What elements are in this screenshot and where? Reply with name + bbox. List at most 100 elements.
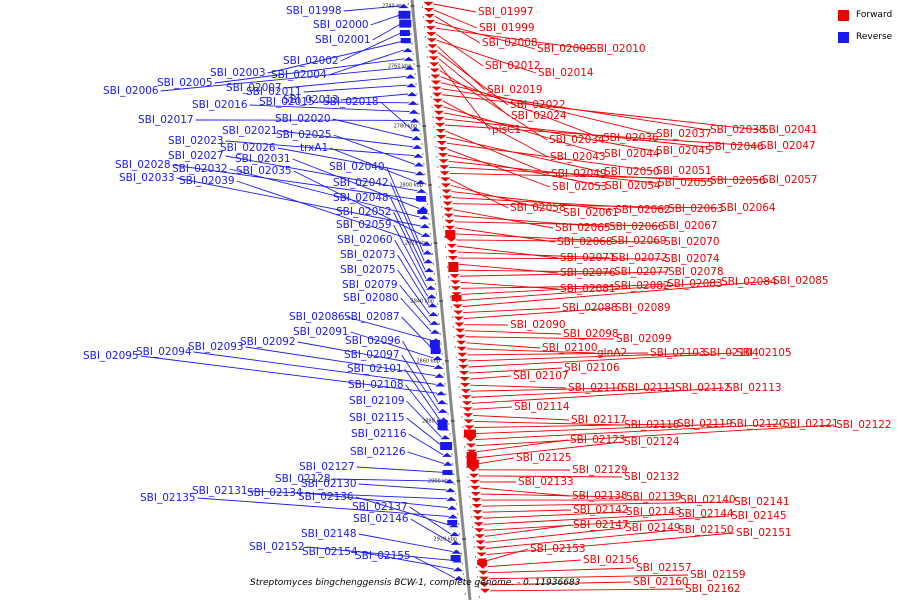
forward-gene-label[interactable]: SBI_02149	[625, 522, 681, 534]
forward-gene-label[interactable]: SBI_02063	[668, 203, 724, 215]
reverse-gene-label[interactable]: SBI_02032	[172, 163, 228, 175]
reverse-gene-block[interactable]	[417, 210, 428, 214]
reverse-gene-label[interactable]: SBI_02148	[301, 528, 357, 540]
forward-gene-label[interactable]: SBI_02106	[564, 362, 620, 374]
reverse-gene-label[interactable]: SBI_02095	[83, 350, 139, 362]
forward-gene-label[interactable]: SBI_02104	[703, 347, 759, 359]
forward-gene-label[interactable]: SBI_02151	[736, 527, 792, 539]
forward-gene-arrow[interactable]	[426, 32, 437, 37]
forward-gene-arrow[interactable]	[442, 195, 453, 200]
forward-gene-arrow[interactable]	[437, 147, 448, 152]
reverse-gene-arrow[interactable]	[441, 452, 452, 457]
reverse-gene-arrow[interactable]	[447, 505, 458, 510]
forward-gene-arrow[interactable]	[436, 141, 447, 146]
reverse-gene-arrow[interactable]	[444, 479, 455, 484]
reverse-gene-label[interactable]: SBI_02052	[336, 206, 392, 218]
forward-gene-arrow[interactable]	[440, 183, 451, 188]
reverse-gene-label[interactable]: SBI_02048	[333, 192, 389, 204]
reverse-gene-label[interactable]: SBI_02035	[236, 165, 292, 177]
forward-gene-label[interactable]: SBI_02112	[675, 382, 731, 394]
reverse-gene-label[interactable]: SBI_02128	[275, 473, 331, 485]
forward-gene-label[interactable]: SBI_02058	[510, 202, 566, 214]
forward-gene-label[interactable]: SBI_02077	[614, 266, 670, 278]
reverse-gene-label[interactable]: SBI_02096	[345, 335, 401, 347]
forward-gene-label[interactable]: SBI_02084	[721, 276, 777, 288]
forward-gene-arrow[interactable]	[429, 62, 440, 67]
forward-gene-label[interactable]: SBI_02074	[664, 253, 720, 265]
forward-gene-arrow[interactable]	[428, 50, 439, 55]
forward-gene-label[interactable]: SBI_02076	[560, 267, 616, 279]
forward-gene-label[interactable]: SBI_02125	[516, 452, 572, 464]
forward-gene-arrow[interactable]	[439, 165, 450, 170]
forward-gene-arrow[interactable]	[461, 401, 472, 406]
reverse-gene-label[interactable]: SBI_02101	[347, 363, 403, 375]
reverse-gene-label[interactable]: SBI_02001	[315, 34, 371, 46]
forward-gene-label[interactable]: SBI_02010	[590, 43, 646, 55]
reverse-gene-arrow[interactable]	[398, 3, 409, 9]
reverse-gene-arrow[interactable]	[423, 259, 434, 264]
reverse-gene-label[interactable]: SBI_02135	[140, 492, 196, 504]
forward-gene-label[interactable]: SBI_02014	[538, 67, 594, 79]
forward-gene-arrow[interactable]	[469, 479, 480, 485]
reverse-gene-label[interactable]: SBI_02027	[168, 150, 224, 162]
forward-gene-arrow[interactable]	[450, 286, 461, 291]
reverse-gene-arrow[interactable]	[432, 355, 443, 361]
forward-gene-label[interactable]: SBI_02045	[656, 145, 712, 157]
forward-gene-label[interactable]: SBI_02070	[664, 236, 720, 248]
forward-gene-label[interactable]: SBI_02038	[710, 124, 766, 136]
forward-gene-label[interactable]: SBI_02069	[611, 235, 667, 247]
reverse-gene-arrow[interactable]	[406, 83, 417, 88]
reverse-gene-label[interactable]: SBI_02126	[350, 446, 406, 458]
forward-gene-arrow[interactable]	[459, 377, 470, 382]
reverse-gene-arrow[interactable]	[421, 241, 432, 246]
forward-gene-arrow[interactable]	[456, 346, 467, 351]
forward-gene-label[interactable]: SBI_02122	[836, 419, 892, 431]
reverse-gene-arrow[interactable]	[433, 364, 444, 369]
reverse-gene-arrow[interactable]	[434, 373, 445, 378]
forward-gene-label[interactable]: SBI_02054	[605, 180, 661, 192]
forward-gene-label[interactable]: SBI_02133	[518, 476, 574, 488]
reverse-gene-block[interactable]	[415, 196, 426, 201]
forward-gene-arrow[interactable]	[438, 159, 449, 164]
forward-gene-arrow[interactable]	[446, 237, 457, 243]
reverse-gene-arrow[interactable]	[408, 109, 419, 114]
reverse-gene-label[interactable]: SBI_02137	[352, 501, 408, 513]
forward-gene-arrow[interactable]	[474, 528, 485, 533]
reverse-gene-label[interactable]: SBI_02017	[138, 114, 194, 126]
forward-gene-arrow[interactable]	[442, 201, 453, 206]
forward-gene-label[interactable]: SBI_02056	[710, 175, 766, 187]
forward-gene-arrow[interactable]	[436, 135, 447, 140]
reverse-gene-arrow[interactable]	[427, 303, 438, 308]
forward-gene-arrow[interactable]	[429, 68, 440, 73]
forward-gene-arrow[interactable]	[471, 498, 482, 503]
forward-gene-label[interactable]: SBI_02138	[572, 490, 628, 502]
reverse-gene-arrow[interactable]	[404, 65, 415, 70]
forward-gene-label[interactable]: SBI_02157	[636, 562, 692, 574]
forward-gene-label[interactable]: SBI_02051	[656, 165, 712, 177]
reverse-gene-label[interactable]: SBI_02016	[192, 99, 248, 111]
reverse-gene-arrow[interactable]	[416, 188, 427, 193]
reverse-gene-label[interactable]: SBI_02006	[103, 85, 159, 97]
forward-gene-label[interactable]: SBI_02064	[720, 202, 776, 214]
forward-gene-label[interactable]: SBI_02024	[511, 110, 567, 122]
forward-gene-arrow[interactable]	[474, 534, 485, 539]
forward-gene-block[interactable]	[463, 429, 476, 438]
forward-gene-label[interactable]: SBI_02098	[563, 328, 619, 340]
forward-gene-label[interactable]: SBI_02141	[734, 496, 790, 508]
forward-gene-arrow[interactable]	[443, 213, 454, 218]
forward-gene-arrow[interactable]	[476, 552, 487, 557]
reverse-gene-arrow[interactable]	[437, 408, 448, 413]
reverse-gene-arrow[interactable]	[418, 215, 429, 220]
forward-gene-label[interactable]: SBI_02041	[762, 124, 818, 136]
reverse-gene-arrow[interactable]	[409, 118, 420, 123]
reverse-gene-label[interactable]: SBI_02059	[336, 219, 392, 231]
reverse-gene-arrow[interactable]	[430, 329, 441, 334]
forward-gene-arrow[interactable]	[430, 74, 441, 79]
forward-gene-arrow[interactable]	[423, 1, 434, 7]
forward-gene-label[interactable]: SBI_02145	[731, 510, 787, 522]
forward-gene-label[interactable]: SBI_02156	[583, 554, 639, 566]
forward-gene-label[interactable]: SBI_02118	[624, 419, 680, 431]
forward-gene-label[interactable]: SBI_02099	[616, 333, 672, 345]
reverse-gene-arrow[interactable]	[422, 250, 433, 255]
forward-gene-label[interactable]: SBI_02055	[658, 177, 714, 189]
